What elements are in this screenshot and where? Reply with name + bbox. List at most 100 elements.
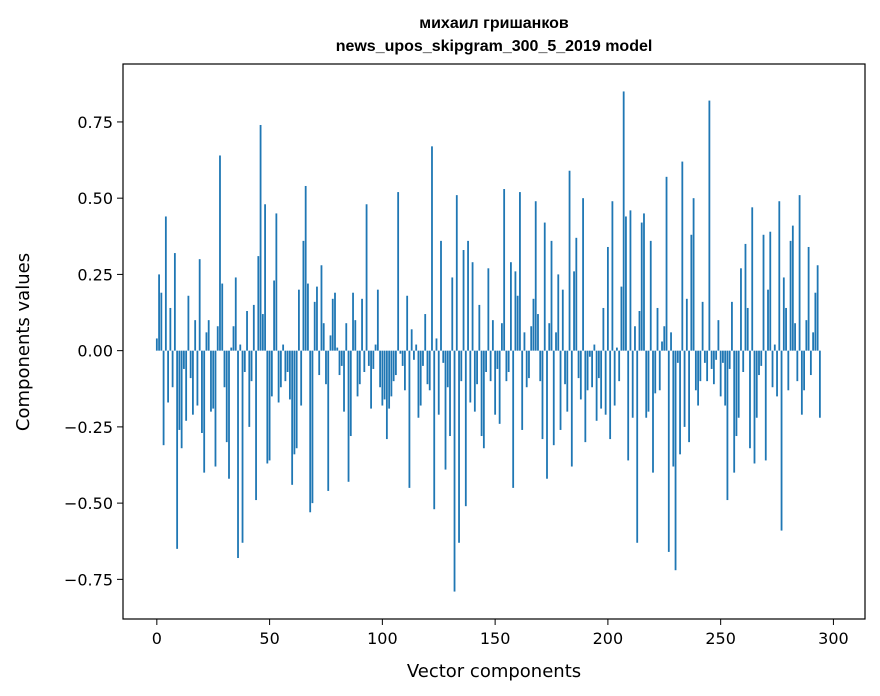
bar-219 <box>649 240 652 351</box>
bar-104 <box>390 350 393 397</box>
bar-199 <box>604 350 607 415</box>
bar-196 <box>597 350 600 379</box>
bar-109 <box>401 350 404 366</box>
bar-252 <box>724 350 727 406</box>
bar-153 <box>500 323 503 351</box>
bar-30 <box>223 350 226 388</box>
bar-81 <box>338 350 341 376</box>
bar-171 <box>541 350 544 440</box>
bar-212 <box>634 326 636 351</box>
bars-group <box>155 91 821 592</box>
bar-68 <box>309 350 312 513</box>
bar-251 <box>722 350 724 363</box>
bar-116 <box>417 350 420 418</box>
bar-217 <box>645 350 648 418</box>
chart-title: михаил гришанков <box>419 15 569 32</box>
bar-284 <box>796 350 799 382</box>
bar-242 <box>701 301 704 351</box>
bar-92 <box>363 350 366 372</box>
bar-107 <box>397 192 400 351</box>
bar-225 <box>663 326 666 351</box>
bar-268 <box>760 350 763 366</box>
bar-157 <box>510 262 512 351</box>
bar-16 <box>192 350 194 415</box>
bar-261 <box>744 243 747 351</box>
bar-206 <box>620 286 623 351</box>
bar-125 <box>437 350 440 415</box>
bar-39 <box>243 350 246 372</box>
bar-145 <box>482 350 485 449</box>
bar-272 <box>769 231 772 351</box>
bar-93 <box>365 204 368 351</box>
bar-148 <box>489 350 492 382</box>
y-tick-label: 0.00 <box>77 342 113 361</box>
bar-279 <box>785 307 787 351</box>
bar-254 <box>728 350 731 369</box>
bar-65 <box>302 240 305 351</box>
bar-224 <box>661 341 663 351</box>
bar-96 <box>372 350 375 369</box>
bar-22 <box>205 332 208 351</box>
bar-172 <box>543 222 546 351</box>
bar-146 <box>485 350 487 372</box>
bar-213 <box>636 350 639 543</box>
bar-60 <box>291 350 294 485</box>
bar-281 <box>789 240 792 351</box>
bar-90 <box>358 350 361 385</box>
bar-106 <box>394 350 397 376</box>
bar-227 <box>667 350 670 552</box>
bar-139 <box>469 350 472 403</box>
bar-195 <box>595 350 598 421</box>
bar-218 <box>647 350 650 412</box>
bar-105 <box>392 350 395 382</box>
bar-24 <box>210 350 212 412</box>
bar-200 <box>606 246 609 351</box>
bar-135 <box>460 350 463 382</box>
bar-82 <box>340 350 343 366</box>
bar-266 <box>755 350 758 418</box>
bar-19 <box>198 259 201 351</box>
bar-264 <box>751 207 754 351</box>
bar-249 <box>717 320 720 351</box>
bar-152 <box>498 350 501 424</box>
bar-260 <box>742 350 745 372</box>
bar-43 <box>252 304 255 351</box>
bar-102 <box>385 350 388 440</box>
bar-95 <box>370 350 372 409</box>
bar-114 <box>413 350 415 360</box>
bar-244 <box>706 350 709 382</box>
bar-78 <box>331 298 334 351</box>
bar-241 <box>699 350 702 382</box>
bar-232 <box>679 350 681 455</box>
bar-126 <box>440 240 442 351</box>
bar-147 <box>487 268 490 351</box>
bar-237 <box>690 234 693 351</box>
bar-36 <box>237 350 239 559</box>
bar-240 <box>697 350 699 406</box>
bar-178 <box>557 274 560 351</box>
bar-142 <box>476 350 478 385</box>
bar-132 <box>453 350 456 592</box>
bar-168 <box>534 201 537 351</box>
bar-140 <box>471 262 474 351</box>
bar-161 <box>519 192 521 351</box>
bar-210 <box>629 210 632 351</box>
bar-150 <box>494 350 497 415</box>
bar-55 <box>279 350 282 388</box>
bar-26 <box>214 350 217 467</box>
bar-191 <box>586 350 589 391</box>
bar-46 <box>259 124 262 351</box>
bar-274 <box>773 344 776 351</box>
bar-123 <box>433 350 436 510</box>
bar-158 <box>512 350 515 488</box>
bar-197 <box>600 350 603 409</box>
bar-186 <box>575 237 578 351</box>
bar-8 <box>173 253 176 351</box>
bar-229 <box>672 350 675 467</box>
bar-51 <box>270 350 273 397</box>
bar-163 <box>523 332 526 351</box>
bar-203 <box>613 350 616 406</box>
bar-34 <box>232 326 235 351</box>
bar-23 <box>207 320 210 351</box>
